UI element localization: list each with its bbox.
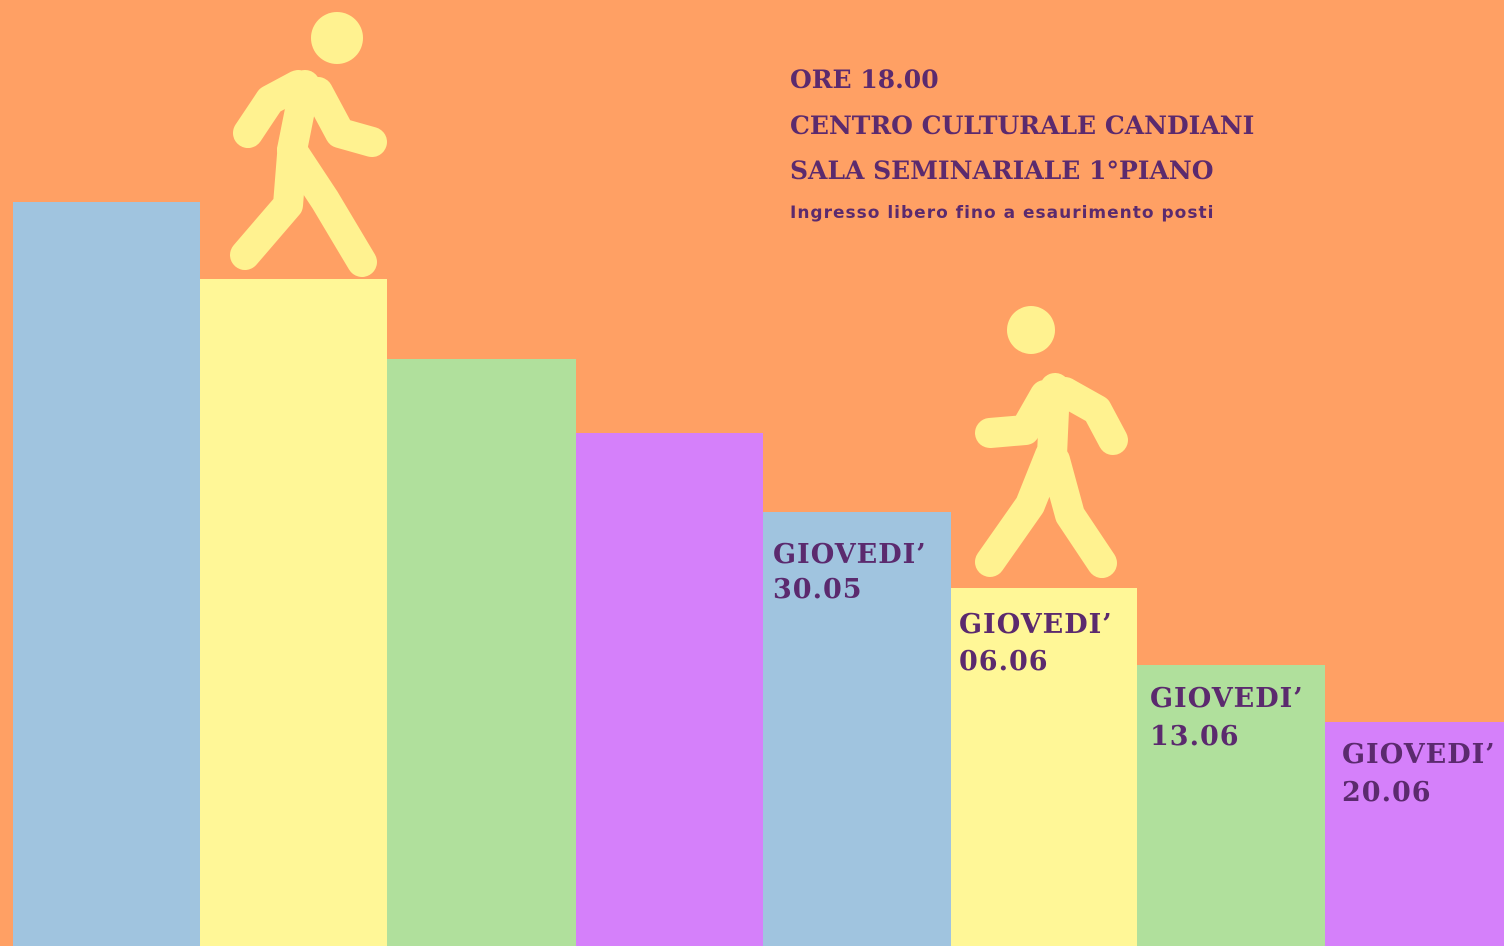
step [13,202,200,946]
page: ORE 18.00 CENTRO CULTURALE CANDIANI SALA… [0,0,1504,946]
event-date: 30.05 [773,574,863,605]
step [200,279,387,946]
header-note: Ingresso libero fino a esaurimento posti [790,203,1214,223]
event-date: 06.06 [959,646,1049,677]
step [576,433,763,946]
event-day: GIOVEDI’ [1150,683,1304,714]
header-line: ORE 18.00 [790,65,939,94]
event-day: GIOVEDI’ [1342,739,1496,770]
step [951,588,1137,946]
event-date: 13.06 [1150,721,1240,752]
event-day: GIOVEDI’ [959,609,1113,640]
header-line: SALA SEMINARIALE 1°PIANO [790,156,1213,185]
header-line: CENTRO CULTURALE CANDIANI [790,111,1254,140]
event-day: GIOVEDI’ [773,539,927,570]
poster: ORE 18.00 CENTRO CULTURALE CANDIANI SALA… [0,0,1504,946]
event-date: 20.06 [1342,777,1432,808]
step [387,359,576,946]
